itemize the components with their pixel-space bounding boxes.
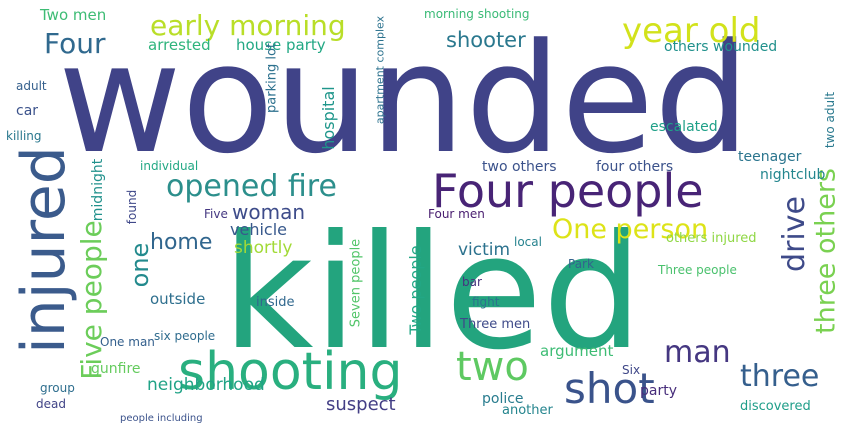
word: Four	[44, 27, 106, 60]
word: Two men	[40, 6, 107, 24]
word: year old	[622, 11, 761, 51]
word: another	[502, 403, 553, 418]
word: three	[740, 359, 820, 394]
word: shot	[564, 364, 655, 413]
word: six people	[154, 329, 216, 343]
word: local	[514, 235, 542, 249]
word: shooting	[178, 342, 403, 402]
word: argument	[540, 342, 614, 360]
word: home	[150, 230, 213, 255]
word: individual	[140, 159, 199, 173]
word: killing	[6, 129, 42, 143]
word: two adult	[823, 91, 837, 149]
word: Six	[622, 363, 641, 377]
word: group	[40, 381, 75, 395]
word: woman	[232, 200, 306, 224]
word: inside	[256, 295, 295, 310]
word: discovered	[740, 399, 811, 414]
word: adult	[16, 79, 47, 93]
word: morning shooting	[424, 7, 530, 21]
word: Seven people	[348, 238, 364, 328]
word: One man	[100, 335, 155, 349]
word: two	[456, 344, 529, 390]
word: man	[664, 335, 731, 370]
word: One person	[552, 214, 709, 245]
word: Two people	[406, 245, 425, 335]
word: injured	[9, 146, 79, 354]
word: bar	[462, 275, 482, 289]
word: Three men	[460, 317, 531, 332]
word: parking lot	[264, 43, 280, 113]
word: three others	[810, 167, 842, 335]
word: opened fire	[166, 169, 337, 204]
word: neighborhood	[147, 375, 265, 395]
word: Four men	[428, 207, 485, 221]
word: wounded	[58, 11, 750, 187]
word: outside	[150, 290, 206, 308]
word: others injured	[666, 231, 757, 246]
word: killed	[222, 201, 643, 385]
word: house party	[236, 36, 326, 54]
word: others wounded	[664, 39, 778, 55]
word: apartment complex	[373, 15, 387, 125]
word: Park	[568, 257, 594, 271]
word: shortly	[234, 238, 293, 258]
word: people including	[120, 413, 203, 424]
word: gunfire	[91, 361, 141, 377]
word: fight	[472, 295, 500, 309]
word: nightclub	[760, 167, 826, 183]
word: dead	[36, 397, 66, 411]
word: suspect	[326, 394, 396, 415]
word: victim	[458, 240, 511, 260]
word: midnight	[90, 158, 106, 222]
word: two others	[482, 159, 557, 175]
word: hospital	[319, 86, 338, 150]
word: party	[640, 383, 677, 399]
word: four others	[596, 159, 674, 175]
word: escalated	[650, 119, 718, 135]
word: drive	[777, 196, 812, 272]
word: one	[126, 242, 154, 288]
word: police	[482, 391, 524, 407]
word: early morning	[150, 9, 346, 42]
word: arrested	[148, 36, 211, 54]
word: Three people	[658, 263, 737, 277]
word: found	[125, 189, 139, 225]
word: teenager	[738, 149, 802, 165]
word: shooter	[446, 28, 526, 52]
word: vehicle	[230, 220, 287, 239]
word: Five people	[75, 220, 108, 380]
word: Four people	[432, 164, 704, 218]
word: Five	[204, 207, 228, 221]
word: car	[16, 103, 39, 119]
